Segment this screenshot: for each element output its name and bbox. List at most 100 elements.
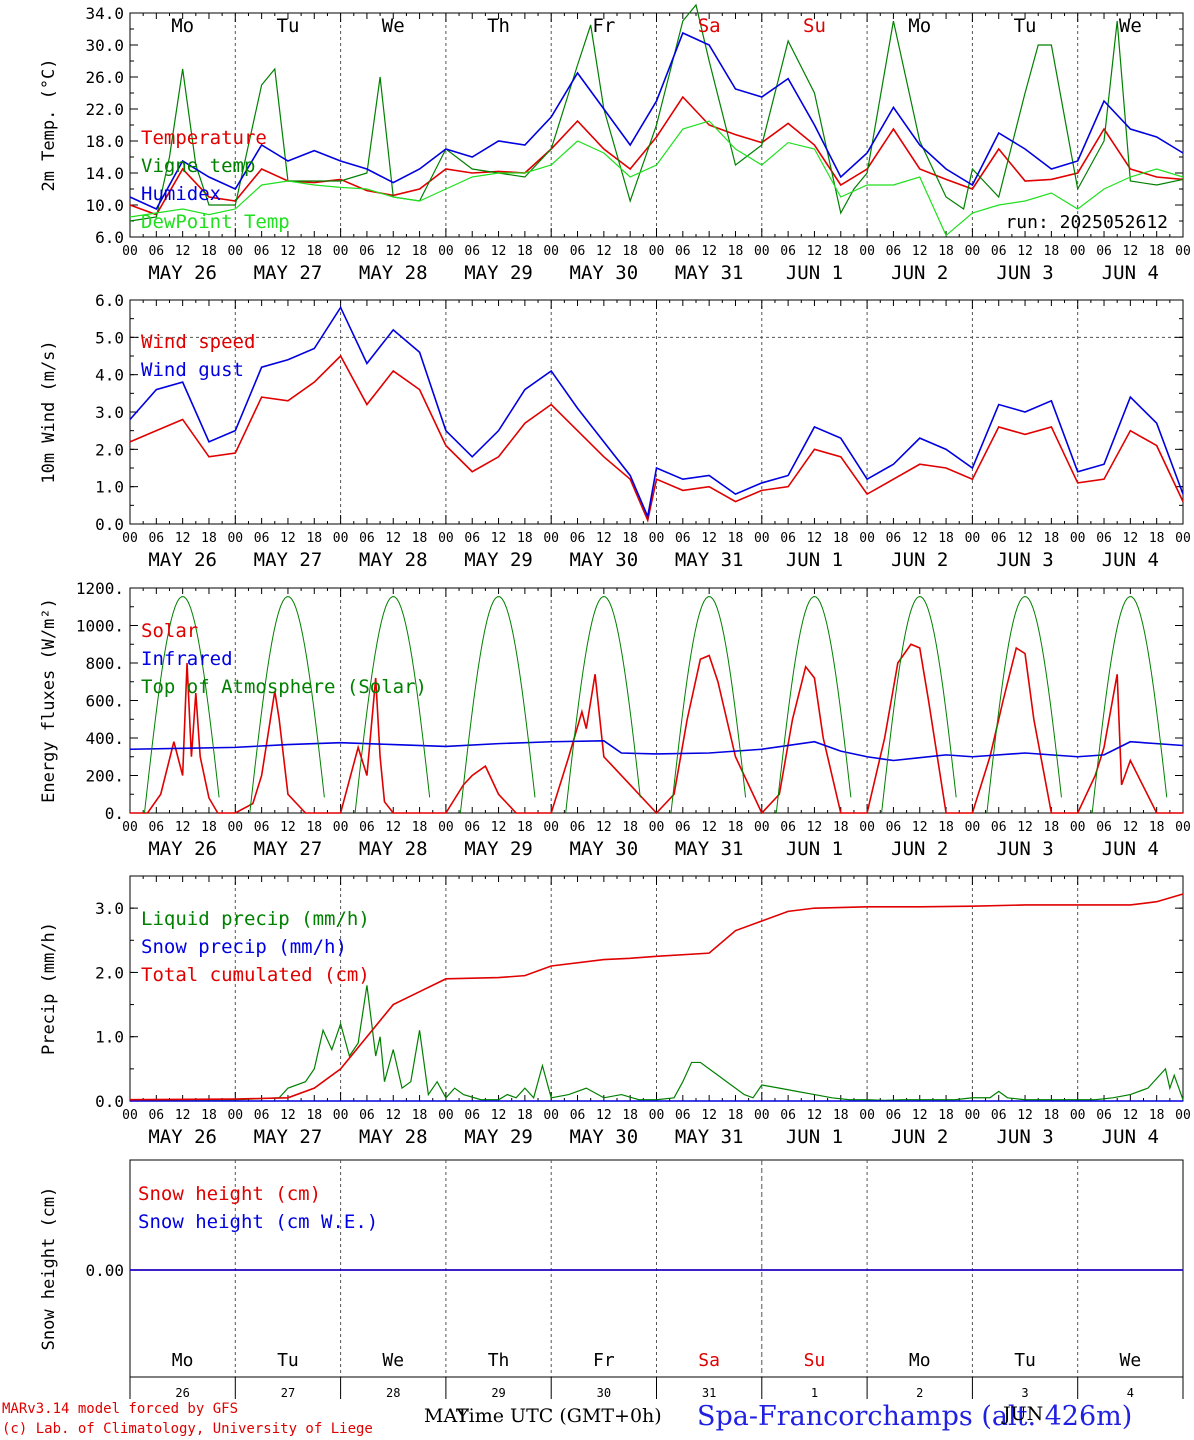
day-number-label: 26 [175, 1386, 189, 1400]
day-number-label: 30 [597, 1386, 611, 1400]
legend-entry: Wind speed [141, 331, 255, 353]
weekday-label: Tu [277, 15, 300, 37]
y-tick-label: 3.0 [95, 899, 124, 918]
y-tick-label: 10.0 [85, 196, 124, 215]
y-tick-label: 0.00 [85, 1261, 124, 1280]
hour-label: 18 [201, 1108, 217, 1123]
hour-label: 00 [754, 820, 770, 835]
hour-label: 00 [543, 244, 559, 259]
weekday-label: Fr [593, 1350, 615, 1371]
hour-label: 00 [122, 1108, 138, 1123]
hour-label: 06 [886, 244, 902, 259]
hour-label: 18 [201, 531, 217, 546]
hour-label: 00 [1175, 531, 1191, 546]
hour-label: 12 [1123, 531, 1139, 546]
hour-label: 12 [280, 531, 296, 546]
hour-label: 00 [333, 820, 349, 835]
hour-label: 00 [438, 531, 454, 546]
weekday-label: We [1120, 1350, 1142, 1371]
hour-label: 06 [675, 244, 691, 259]
hour-label: 00 [965, 820, 981, 835]
y-tick-label: 200. [85, 767, 124, 786]
hour-label: 18 [201, 820, 217, 835]
date-label: MAY 28 [359, 262, 428, 284]
legend-entry: Temperature [141, 127, 267, 149]
date-label: JUN 3 [996, 262, 1053, 284]
series-liquid-precip-mm-h- [129, 985, 1184, 1102]
hour-label: 00 [965, 1108, 981, 1123]
y-tick-label: 26.0 [85, 68, 124, 87]
hour-label: 12 [280, 244, 296, 259]
day-number-label: 1 [811, 1386, 818, 1400]
hour-label: 06 [148, 244, 164, 259]
hour-label: 06 [359, 1108, 375, 1123]
weekday-label: Mo [172, 1350, 194, 1371]
hour-label: 12 [1017, 531, 1033, 546]
series-solar [130, 643, 1183, 815]
date-label: JUN 2 [891, 262, 948, 284]
legend-entry: Vigne temp [141, 155, 255, 177]
y-tick-label: 18.0 [85, 132, 124, 151]
hour-label: 12 [1017, 244, 1033, 259]
weekday-label: Tu [1014, 15, 1037, 37]
hour-label: 00 [754, 1108, 770, 1123]
hour-label: 00 [122, 244, 138, 259]
hour-label: 18 [306, 1108, 322, 1123]
hour-label: 18 [938, 244, 954, 259]
hour-label: 12 [912, 531, 928, 546]
weekday-label: Su [804, 1350, 826, 1371]
panel-1 [129, 3, 1184, 238]
hour-label: 00 [965, 531, 981, 546]
hour-label: 00 [543, 820, 559, 835]
y-tick-label: 1000. [76, 617, 124, 636]
hour-label: 12 [701, 244, 717, 259]
hour-label: 18 [938, 820, 954, 835]
hour-label: 00 [333, 1108, 349, 1123]
hour-label: 18 [622, 531, 638, 546]
legend-entry: Total cumulated (cm) [141, 964, 370, 986]
hour-label: 18 [1044, 531, 1060, 546]
hour-label: 18 [1149, 531, 1165, 546]
run-annotation: run: 2025052612 [1005, 212, 1168, 233]
date-label: JUN 3 [996, 838, 1053, 860]
month-right-label: JUN [1003, 1403, 1044, 1425]
series-top-of-atmosphere-solar--day [249, 596, 325, 814]
hour-label: 06 [780, 1108, 796, 1123]
date-label: JUN 4 [1102, 1126, 1159, 1148]
hour-label: 00 [649, 244, 665, 259]
hour-label: 06 [1096, 244, 1112, 259]
day-number-label: 2 [916, 1386, 923, 1400]
hour-label: 18 [728, 820, 744, 835]
series-top-of-atmosphere-solar--day [986, 596, 1062, 814]
hour-label: 12 [912, 820, 928, 835]
hour-label: 12 [807, 531, 823, 546]
series-vigne-temp [129, 3, 1184, 222]
y-tick-label: 1.0 [95, 1028, 124, 1047]
legend-entry: Humidex [141, 183, 221, 205]
date-label: JUN 4 [1102, 838, 1159, 860]
hour-label: 18 [833, 531, 849, 546]
hour-label: 00 [649, 531, 665, 546]
hour-label: 00 [754, 531, 770, 546]
date-label: JUN 2 [891, 549, 948, 571]
series-top-of-atmosphere-solar--day [775, 596, 852, 814]
hour-label: 06 [570, 1108, 586, 1123]
series-top-of-atmosphere-solar--day [459, 596, 536, 814]
hour-label: 00 [859, 1108, 875, 1123]
date-label: JUN 3 [996, 1126, 1053, 1148]
weekday-label: Th [488, 1350, 510, 1371]
hour-label: 18 [412, 1108, 428, 1123]
hour-label: 18 [412, 820, 428, 835]
hour-label: 00 [227, 531, 243, 546]
hour-label: 00 [1070, 1108, 1086, 1123]
hour-label: 06 [464, 820, 480, 835]
hour-label: 18 [201, 244, 217, 259]
day-number-label: 3 [1021, 1386, 1028, 1400]
hour-label: 00 [754, 244, 770, 259]
date-label: MAY 26 [148, 1126, 217, 1148]
hour-label: 18 [1149, 1108, 1165, 1123]
series-top-of-atmosphere-solar--day [1091, 596, 1168, 814]
date-label: JUN 4 [1102, 549, 1159, 571]
hour-label: 06 [359, 820, 375, 835]
date-label: JUN 2 [891, 838, 948, 860]
